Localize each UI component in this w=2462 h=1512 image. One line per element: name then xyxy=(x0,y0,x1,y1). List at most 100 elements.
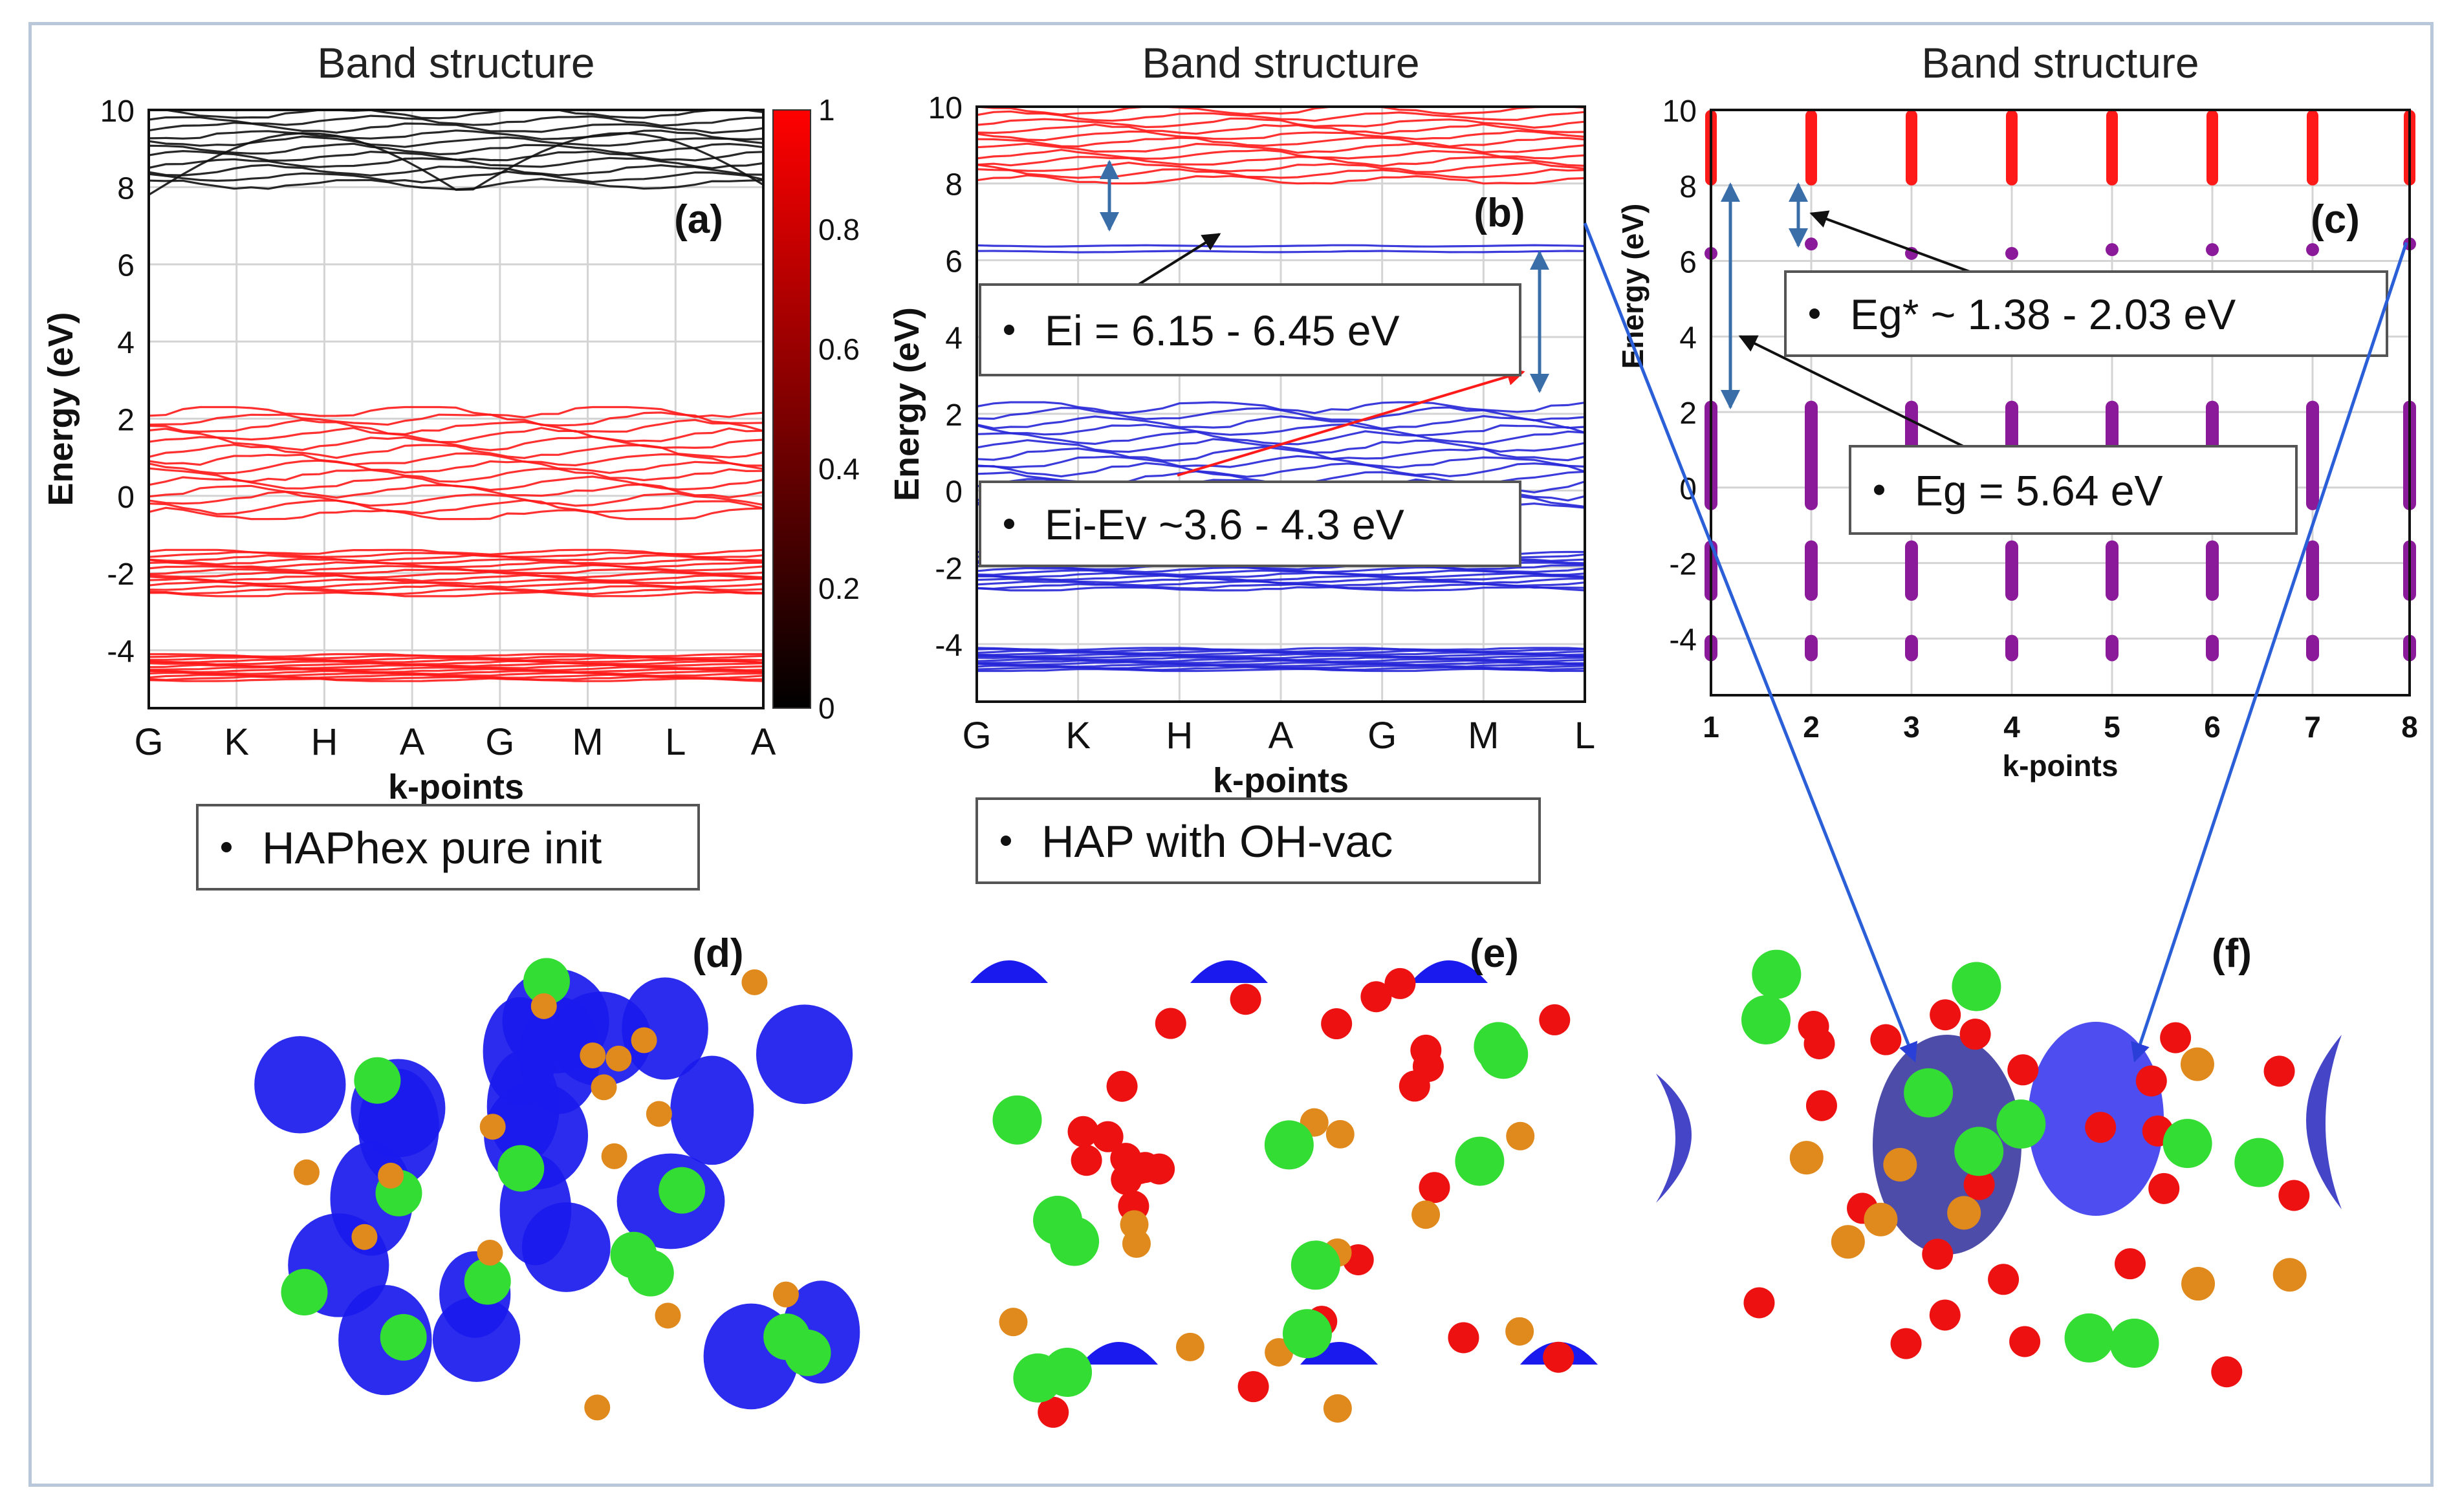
x-tick-label: M xyxy=(1468,715,1499,757)
y-tick-label: 4 xyxy=(945,321,963,356)
phosphorus-atom xyxy=(591,1074,617,1101)
x-tick-label: G xyxy=(962,715,991,757)
y-tick-label: -2 xyxy=(1669,548,1697,582)
annotation-eg: Eg = 5.64 eV xyxy=(1849,445,2298,535)
scatter-point xyxy=(2006,110,2018,186)
bullet-icon xyxy=(1001,836,1011,846)
figure-frame xyxy=(28,22,2434,1487)
phosphorus-atom xyxy=(479,1114,506,1140)
band-line xyxy=(148,499,764,515)
oxygen-atom xyxy=(1321,1008,1353,1040)
calcium-atom xyxy=(1291,1240,1340,1290)
oxygen-atom xyxy=(1237,1371,1269,1403)
oxygen-atom xyxy=(1870,1024,1902,1055)
oxygen-atom xyxy=(1092,1121,1124,1152)
oxygen-atom xyxy=(1419,1172,1450,1204)
band-line xyxy=(976,250,1585,254)
oxygen-atom xyxy=(1929,1299,1961,1331)
phosphorus-atom xyxy=(1175,1332,1204,1361)
scatter-point xyxy=(1805,400,1818,510)
pointer-arrow xyxy=(1137,233,1221,286)
calcium-atom xyxy=(1752,949,1802,999)
scatter-point xyxy=(1805,634,1818,662)
charge-density-blob xyxy=(1080,1342,1158,1365)
band-line xyxy=(148,574,764,583)
x-tick-label: G xyxy=(485,721,514,763)
colorbar-tick-label: 1 xyxy=(818,93,835,127)
plot-frame xyxy=(975,105,1586,703)
band-line xyxy=(148,114,764,127)
x-tick-label: G xyxy=(1367,715,1397,757)
oxygen-atom xyxy=(1230,984,1261,1015)
x-tick-label: A xyxy=(751,721,776,763)
oxygen-atom xyxy=(2263,1055,2295,1087)
y-tick-label: 6 xyxy=(117,249,135,283)
crystal-panel-3: (f) xyxy=(1656,931,2342,1388)
phosphorus-atom xyxy=(999,1308,1028,1337)
band-line xyxy=(148,132,764,196)
phosphorus-atom xyxy=(1789,1141,1824,1175)
panel-label: (e) xyxy=(1470,931,1519,976)
oxygen-atom xyxy=(1959,1019,1991,1050)
oxygen-atom xyxy=(1803,1028,1835,1059)
phosphorus-atom xyxy=(2181,1267,2216,1301)
x-tick-label: 2 xyxy=(1803,710,1820,744)
scatter-point xyxy=(2005,540,2018,601)
oxygen-atom xyxy=(1930,999,1961,1031)
x-tick-label: L xyxy=(665,721,686,763)
phosphorus-atom xyxy=(741,969,768,995)
calcium-atom xyxy=(464,1258,511,1305)
x-tick-label: G xyxy=(134,721,163,763)
y-tick-label: 2 xyxy=(117,403,135,437)
oxygen-atom xyxy=(1963,1169,1995,1200)
y-tick-label: -4 xyxy=(935,629,963,663)
bullet-icon xyxy=(221,842,232,852)
y-tick-label: 6 xyxy=(1679,246,1697,280)
crystal-structures-layer: (d) (e) (f) xyxy=(254,931,2342,1428)
oxygen-atom xyxy=(1038,1396,1069,1428)
annotation-text: HAPhex pure init xyxy=(262,823,602,873)
band-line xyxy=(148,587,764,596)
band-panel-1: Band structure 10 8 6 4 2 0 -2 -4 G K H A G M L Ak-point… xyxy=(41,39,776,806)
colorbar-tick-label: 0.4 xyxy=(818,452,860,486)
y-tick-label: -4 xyxy=(107,634,135,669)
band-line xyxy=(149,653,763,658)
charge-density-blob xyxy=(1410,960,1488,983)
calcium-atom xyxy=(497,1145,545,1192)
phosphorus-atom xyxy=(1120,1210,1149,1239)
calcium-atom xyxy=(610,1231,657,1279)
annotation-box-frame xyxy=(979,481,1521,567)
x-tick-label: 4 xyxy=(2003,710,2020,744)
band-line xyxy=(148,658,764,664)
annotation-text: Ei-Ev ~3.6 - 4.3 eV xyxy=(1045,501,1404,548)
phosphorus-atom xyxy=(631,1027,657,1053)
crystal-panel-1: (d) xyxy=(254,931,860,1421)
plot-frame xyxy=(147,109,765,709)
oxygen-atom xyxy=(1360,981,1392,1013)
scatter-point xyxy=(2106,634,2119,662)
band-line xyxy=(976,161,1585,173)
band-line xyxy=(976,401,1585,415)
x-tick-label: 3 xyxy=(1903,710,1920,744)
colorbar-tick-label: 0.2 xyxy=(818,572,860,605)
phosphorus-atom xyxy=(530,993,557,1019)
charge-density-blob xyxy=(486,1050,560,1163)
band-line xyxy=(976,117,1585,129)
phosphorus-atom xyxy=(1505,1317,1534,1346)
x-tick-label: L xyxy=(1574,715,1595,757)
band-line xyxy=(148,149,764,162)
band-line xyxy=(976,462,1585,478)
annotation-box-frame xyxy=(975,797,1541,884)
annotation-ei-ev: Ei-Ev ~3.6 - 4.3 eV xyxy=(979,481,1521,567)
oxygen-atom xyxy=(1988,1264,2020,1295)
annotation-text: Eg* ~ 1.38 - 2.03 eV xyxy=(1850,290,2236,338)
band-line xyxy=(148,405,764,419)
band-line xyxy=(976,661,1585,666)
band-line xyxy=(148,548,764,556)
scatter-point xyxy=(2306,634,2319,662)
calcium-atom xyxy=(2162,1119,2212,1169)
bullet-icon xyxy=(1809,308,1820,319)
phosphorus-atom xyxy=(1883,1148,1917,1182)
